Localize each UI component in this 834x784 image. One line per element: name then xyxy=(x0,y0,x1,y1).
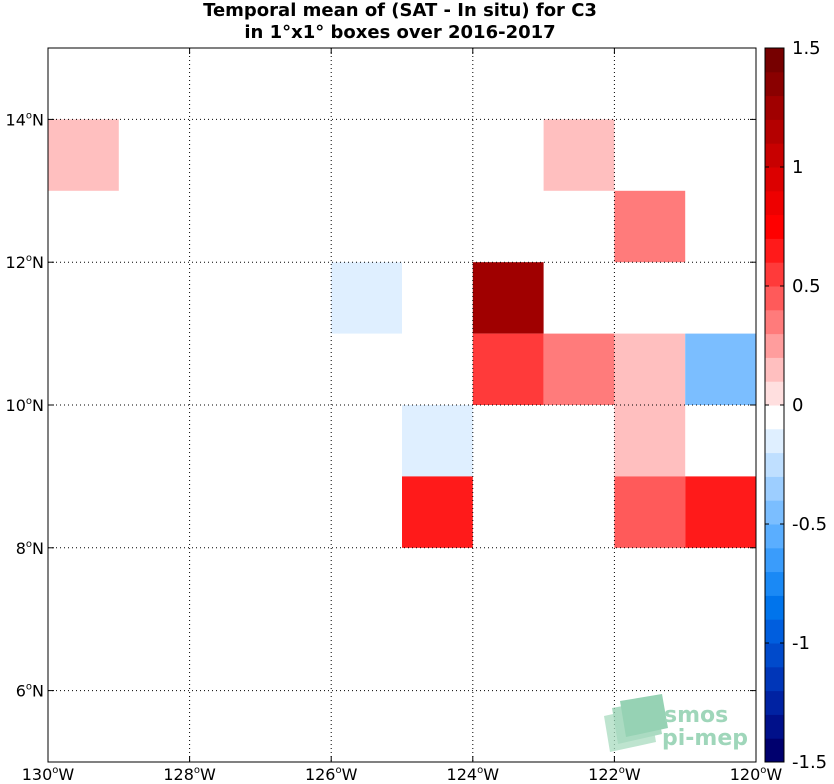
colorbar-segment xyxy=(765,167,784,192)
colorbar-tick-label: -0.5 xyxy=(792,514,827,535)
colorbar-segment xyxy=(765,95,784,120)
heatmap-cell xyxy=(685,333,756,405)
x-tick-label: 120oW xyxy=(730,765,783,784)
colorbar-segment xyxy=(765,619,784,644)
heatmap-cell xyxy=(614,476,686,548)
heatmap-cell xyxy=(543,333,615,405)
y-tick-label: 10oN xyxy=(6,396,44,415)
chart-title-line1: Temporal mean of (SAT - In situ) for C3 xyxy=(203,0,597,21)
colorbar-segment xyxy=(765,286,784,311)
chart-title-line2: in 1°x1° boxes over 2016-2017 xyxy=(244,22,556,43)
y-axis-ticks: 6oN 8oN 10oN 12oN 14oN xyxy=(6,110,756,701)
colorbar-segment xyxy=(765,738,784,763)
colorbar-segment xyxy=(765,309,784,335)
heatmap-cells xyxy=(48,119,756,548)
heatmap-cell xyxy=(614,190,686,263)
colorbar-segment xyxy=(765,143,784,168)
y-tick-label: 6oN xyxy=(16,682,44,701)
colorbar-segment xyxy=(765,500,784,525)
colorbar-ticks: 1.5 1 0.5 0 -0.5 -1 -1.5 xyxy=(765,38,827,773)
colorbar-segment xyxy=(765,476,784,501)
heatmap-cell xyxy=(402,476,473,548)
logo-mark-icon xyxy=(604,694,668,752)
y-tick-label: 12oN xyxy=(6,253,44,272)
logo-text-line2: pi-mep xyxy=(662,726,748,751)
colorbar-segment xyxy=(765,452,784,477)
heatmap-cell xyxy=(543,119,615,191)
colorbar-segment xyxy=(765,71,784,97)
colorbar-segment xyxy=(765,571,784,596)
x-tick-label: 130oW xyxy=(22,765,75,784)
colorbar-segment xyxy=(765,714,784,739)
x-tick-label: 124oW xyxy=(447,765,500,784)
colorbar-segment xyxy=(765,595,784,620)
x-tick-label: 122oW xyxy=(588,765,641,784)
colorbar-segment xyxy=(765,262,784,287)
x-axis-ticks: 130oW 128oW 126oW 124oW 122oW 120oW xyxy=(22,48,783,784)
y-tick-label: 8oN xyxy=(16,539,44,558)
y-tick-label: 14oN xyxy=(6,110,44,129)
colorbar-tick-label: 1.5 xyxy=(792,38,821,59)
heatmap-cell xyxy=(472,262,544,334)
colorbar-segment xyxy=(765,48,784,73)
colorbar-segment xyxy=(765,405,784,430)
colorbar-segment xyxy=(765,690,784,715)
grid-lines xyxy=(48,48,756,762)
smos-pi-mep-logo: smos pi-mep xyxy=(604,694,748,752)
colorbar-segment xyxy=(765,214,784,239)
logo-text-line1: smos xyxy=(664,703,728,728)
colorbar-segment xyxy=(765,524,784,549)
colorbar-tick-label: 0 xyxy=(792,395,803,416)
x-tick-label: 128oW xyxy=(163,765,216,784)
heatmap-cell xyxy=(402,405,473,477)
colorbar-tick-label: 0.5 xyxy=(792,276,821,297)
colorbar-segment xyxy=(765,643,784,668)
heatmap-cell xyxy=(472,333,544,405)
heatmap-cell xyxy=(331,262,402,334)
colorbar-segment xyxy=(765,238,784,263)
colorbar-segment xyxy=(765,666,784,692)
colorbar-tick-label: -1 xyxy=(792,633,810,654)
heatmap-cell xyxy=(685,476,756,548)
colorbar-segment xyxy=(765,547,784,573)
colorbar-tick-label: 1 xyxy=(792,157,803,178)
colorbar-segment xyxy=(765,381,784,406)
x-tick-label: 126oW xyxy=(305,765,358,784)
colorbar-tick-label: -1.5 xyxy=(792,752,827,773)
colorbar-segment xyxy=(765,428,784,454)
heatmap-cell xyxy=(48,119,119,191)
colorbar-segment xyxy=(765,357,784,382)
colorbar-segment xyxy=(765,333,784,358)
heatmap-cell xyxy=(614,333,686,405)
colorbar-segment xyxy=(765,190,784,216)
heatmap-cell xyxy=(614,405,686,477)
colorbar-segment xyxy=(765,119,784,144)
